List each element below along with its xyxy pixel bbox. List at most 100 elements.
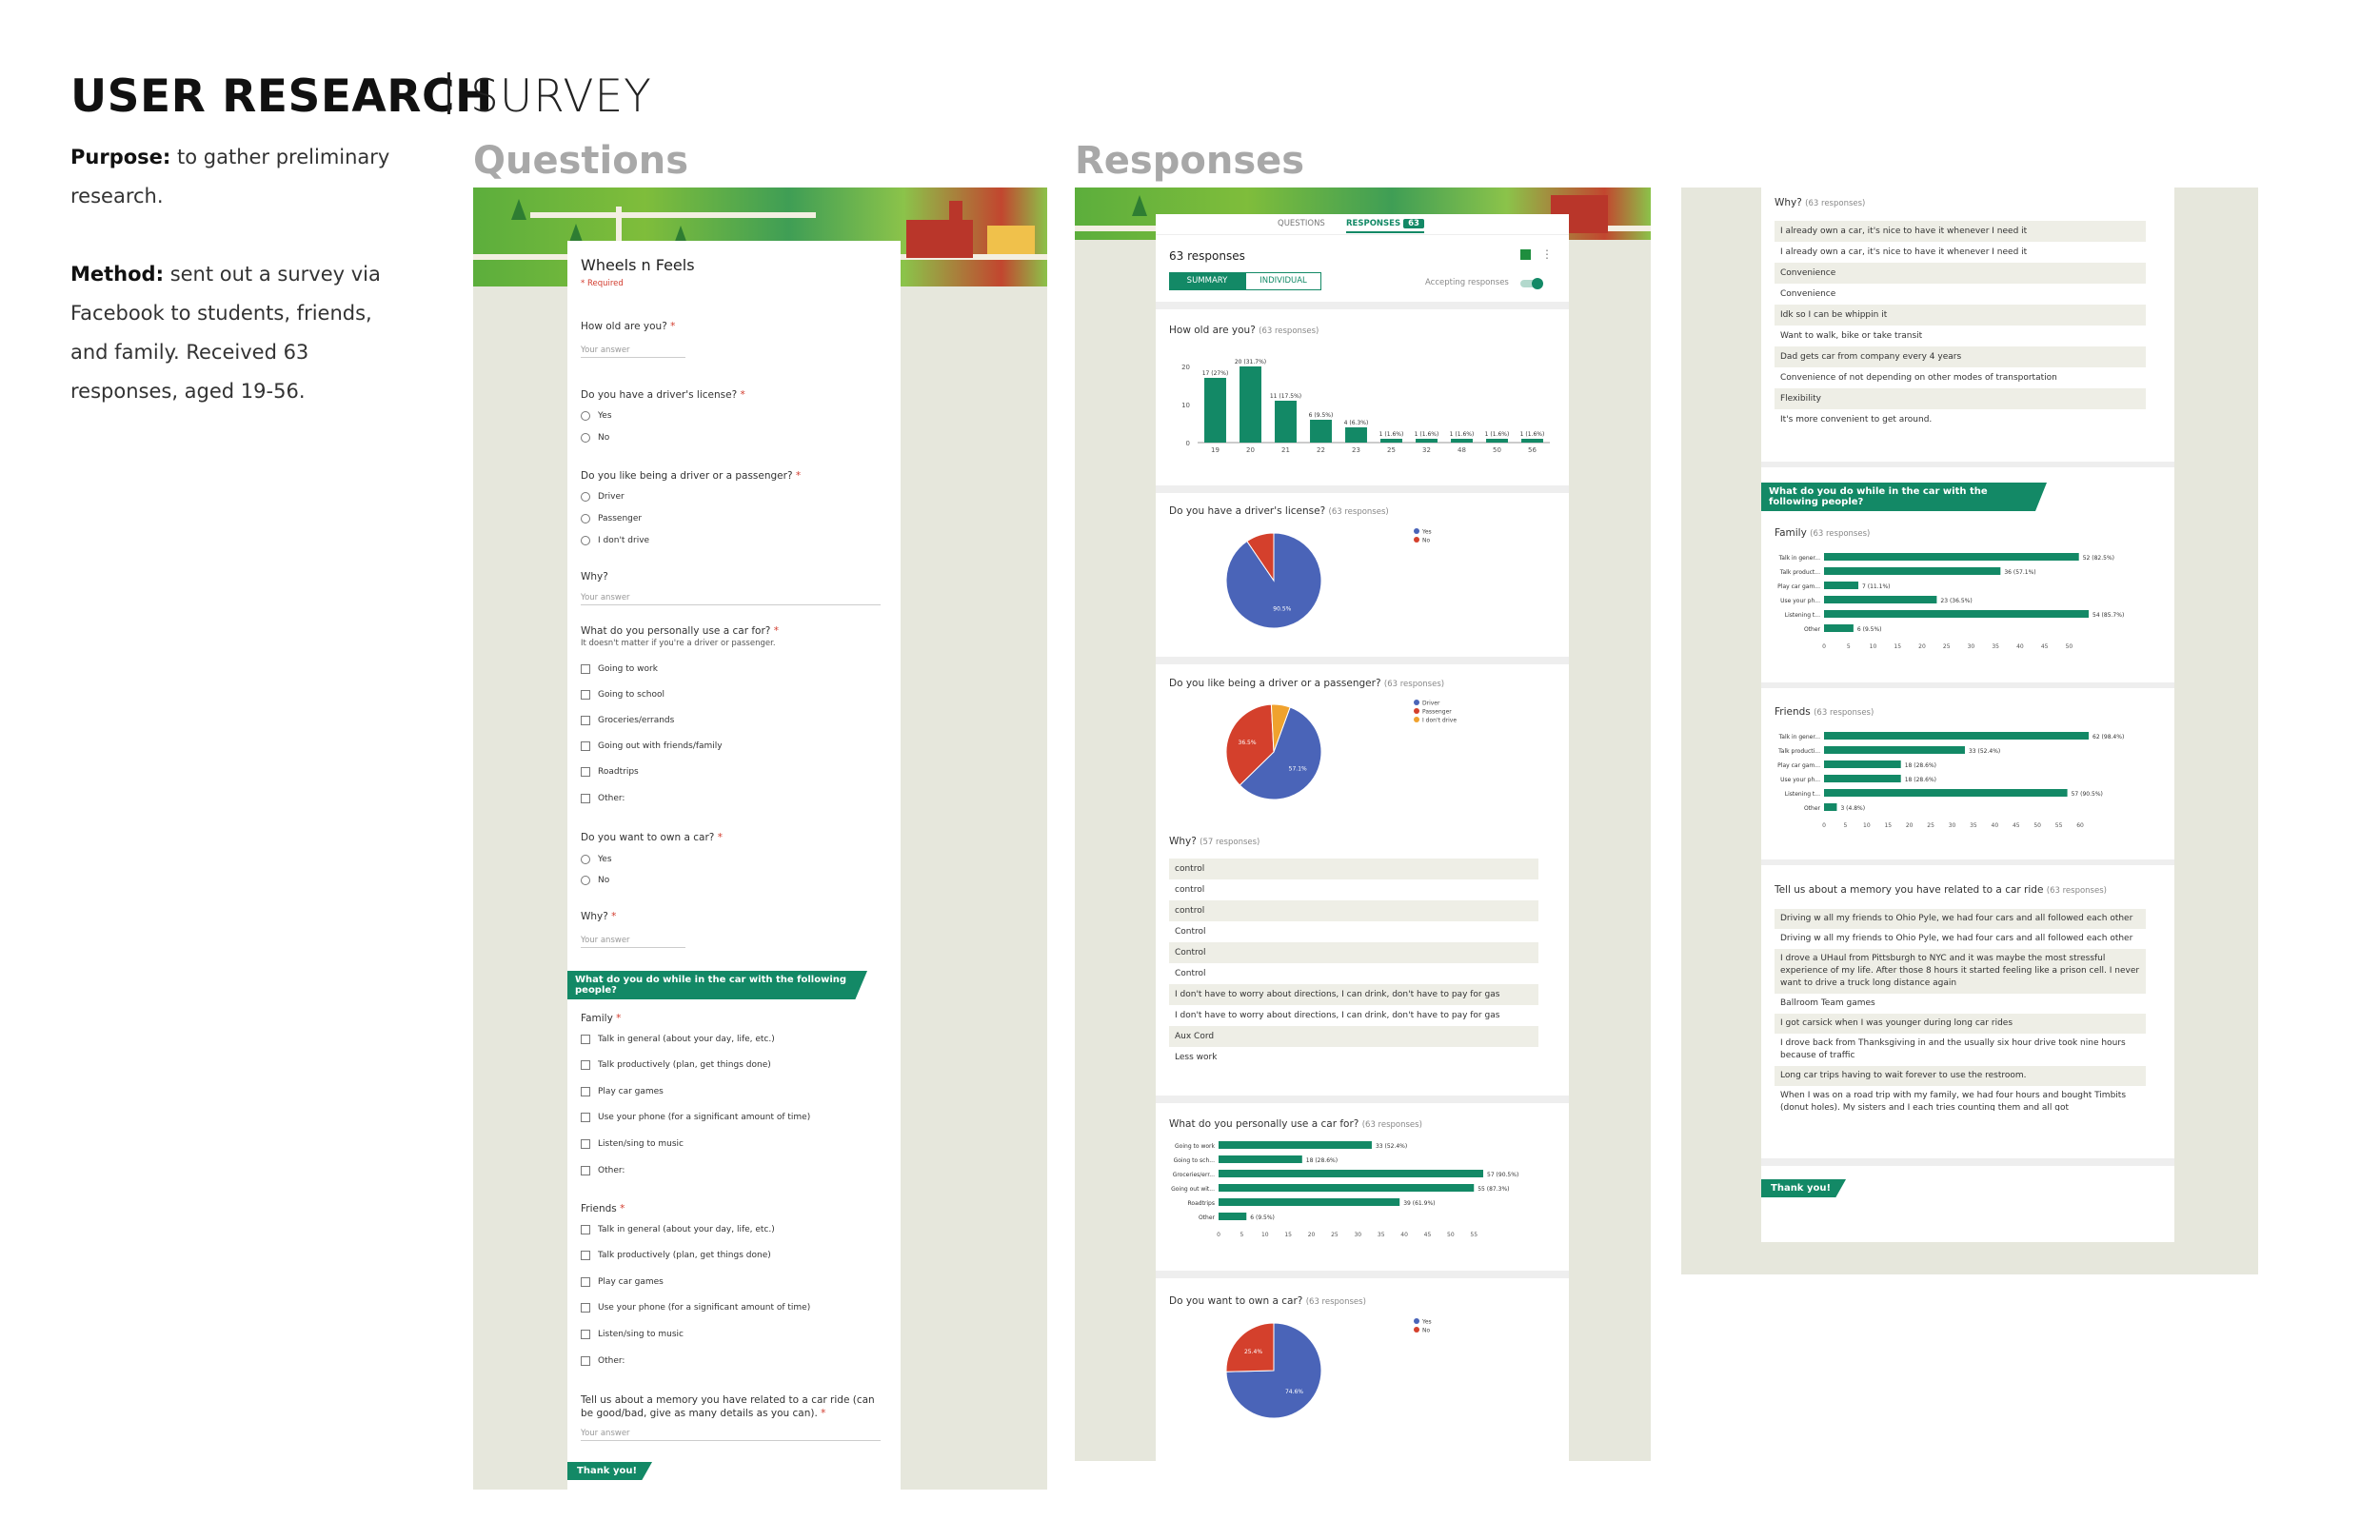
family-label: Family * (581, 1013, 622, 1024)
slice-label: 74.6% (1285, 1389, 1303, 1395)
accepting-toggle[interactable] (1520, 278, 1543, 289)
list-item: Ballroom Team games (1780, 998, 1875, 1008)
use-roadtrips-checkbox[interactable]: Roadtrips (581, 762, 639, 781)
own-no[interactable]: No (581, 871, 609, 890)
data-label: 54 (85.7%) (2092, 612, 2124, 619)
bar (1451, 439, 1473, 443)
bar (1824, 596, 1937, 603)
sheets-icon[interactable] (1520, 249, 1531, 260)
x-tick-label: 15 (1884, 822, 1892, 829)
bar (1824, 553, 2079, 561)
x-tick-label: 60 (2076, 822, 2084, 829)
pie-slice (1225, 703, 1275, 786)
friends-other[interactable]: Other: (581, 1352, 625, 1371)
use-work-checkbox[interactable]: Going to work (581, 660, 658, 679)
x-tick-label: 45 (2013, 822, 2020, 829)
use-other-checkbox[interactable]: Other: (581, 789, 625, 808)
legend-marker (1414, 1327, 1419, 1333)
bar (1416, 439, 1438, 443)
why2-answers-list: I already own a car, it's nice to have i… (1775, 221, 2146, 430)
passenger-option[interactable]: Passenger (581, 509, 642, 528)
family-other[interactable]: Other: (581, 1161, 625, 1180)
category-label: Talk product... (1779, 569, 1820, 576)
x-tick-label: 45 (1424, 1232, 1432, 1238)
family-question: Family (63 responses) (1775, 527, 1871, 539)
data-label: 33 (52.4%) (1969, 748, 2000, 755)
questions-heading: Questions (473, 139, 689, 183)
use-bar-chart: Going to work 33 (52.4%) Going to sch... 18… (1171, 1141, 1518, 1238)
x-tick-label: 0 (1822, 822, 1826, 829)
tab-responses[interactable]: RESPONSES 63 (1346, 219, 1424, 233)
friends-talk-general[interactable]: Talk in general (about your day, life, e… (581, 1220, 775, 1239)
x-tick-label: 45 (2041, 643, 2049, 650)
why2-question: Why? (63 responses) (1775, 197, 1866, 208)
x-tick-label: 48 (1458, 446, 1466, 454)
x-tick-label: 20 (1906, 822, 1914, 829)
use-going-out-checkbox[interactable]: Going out with friends/family (581, 737, 723, 756)
individual-button[interactable]: INDIVIDUAL (1245, 272, 1321, 290)
own-yes[interactable]: Yes (581, 850, 612, 869)
data-label: 23 (36.5%) (1940, 598, 1972, 604)
age-question: How old are you? (63 responses) (1169, 325, 1319, 336)
data-label: 39 (61.9%) (1403, 1200, 1435, 1207)
section-banner: What do you do while in the car with the… (567, 971, 867, 999)
bar (1824, 760, 1901, 768)
driver-pie-chart: 57.1% 36.5% Driver Passenger I don't drive (1225, 700, 1457, 800)
x-tick-label: 25 (1331, 1232, 1339, 1238)
friends-car-games[interactable]: Play car games (581, 1273, 664, 1292)
family-phone[interactable]: Use your phone (for a significant amount… (581, 1108, 810, 1127)
why2-input[interactable]: Your answer (581, 936, 685, 948)
pie-slice (1225, 1322, 1322, 1419)
family-talk-productive[interactable]: Talk productively (plan, get things done… (581, 1056, 771, 1075)
why-question: Why? (57 responses) (1169, 836, 1260, 847)
family-talk-general[interactable]: Talk in general (about your day, life, e… (581, 1030, 775, 1049)
use-school-checkbox[interactable]: Going to school (581, 685, 664, 704)
list-item: I drove a UHaul from Pittsburgh to NYC a… (1775, 949, 2146, 994)
bar (1824, 775, 1901, 782)
form-title: Wheels n Feels (581, 256, 695, 274)
legend-marker (1414, 528, 1419, 534)
bar (1219, 1170, 1483, 1177)
bar (1521, 439, 1543, 443)
bar (1824, 746, 1965, 754)
data-label: 11 (17.5%) (1270, 393, 1301, 400)
bar (1219, 1198, 1400, 1206)
slice-label: 25.4% (1244, 1349, 1262, 1355)
dont-drive-option[interactable]: I don't drive (581, 531, 649, 550)
x-tick-label: 22 (1317, 446, 1325, 454)
driver-question: Do you like being a driver or a passenge… (1169, 678, 1445, 689)
driver-option[interactable]: Driver (581, 487, 625, 506)
summary-button[interactable]: SUMMARY (1169, 272, 1245, 290)
x-tick-label: 32 (1422, 446, 1431, 454)
x-tick-label: 56 (1528, 446, 1537, 454)
responses-section-banner: What do you do while in the car with the… (1761, 483, 2047, 511)
family-music[interactable]: Listen/sing to music (581, 1135, 684, 1154)
family-car-games[interactable]: Play car games (581, 1082, 664, 1101)
tab-questions[interactable]: QUESTIONS (1278, 219, 1325, 228)
license-yes[interactable]: Yes (581, 406, 612, 425)
bar (1219, 1184, 1475, 1192)
friends-music[interactable]: Listen/sing to music (581, 1325, 684, 1344)
data-label: 3 (4.8%) (1840, 805, 1865, 812)
list-item: Control (1175, 969, 1206, 978)
data-label: 52 (82.5%) (2083, 555, 2114, 562)
why-input[interactable]: Your answer (581, 593, 881, 605)
license-no[interactable]: No (581, 428, 609, 447)
friends-talk-productive[interactable]: Talk productively (plan, get things done… (581, 1246, 771, 1265)
memory-input[interactable]: Your answer (581, 1429, 881, 1441)
data-label: 6 (9.5%) (1309, 412, 1334, 419)
age-input[interactable]: Your answer (581, 346, 685, 358)
pie-slice (1270, 703, 1291, 753)
more-icon[interactable]: ⋮ (1541, 247, 1553, 261)
data-label: 4 (6.3%) (1344, 420, 1369, 426)
list-item: Control (1169, 942, 1538, 963)
x-tick-label: 10 (1863, 822, 1871, 829)
x-tick-label: 30 (1968, 643, 1975, 650)
x-tick-label: 55 (2055, 822, 2063, 829)
friends-phone[interactable]: Use your phone (for a significant amount… (581, 1298, 810, 1317)
use-groceries-checkbox[interactable]: Groceries/errands (581, 711, 674, 730)
data-label: 18 (28.6%) (1905, 777, 1936, 783)
list-item: control (1175, 885, 1205, 895)
data-label: 57 (90.5%) (1487, 1172, 1518, 1178)
category-label: Listening t... (1785, 791, 1820, 798)
